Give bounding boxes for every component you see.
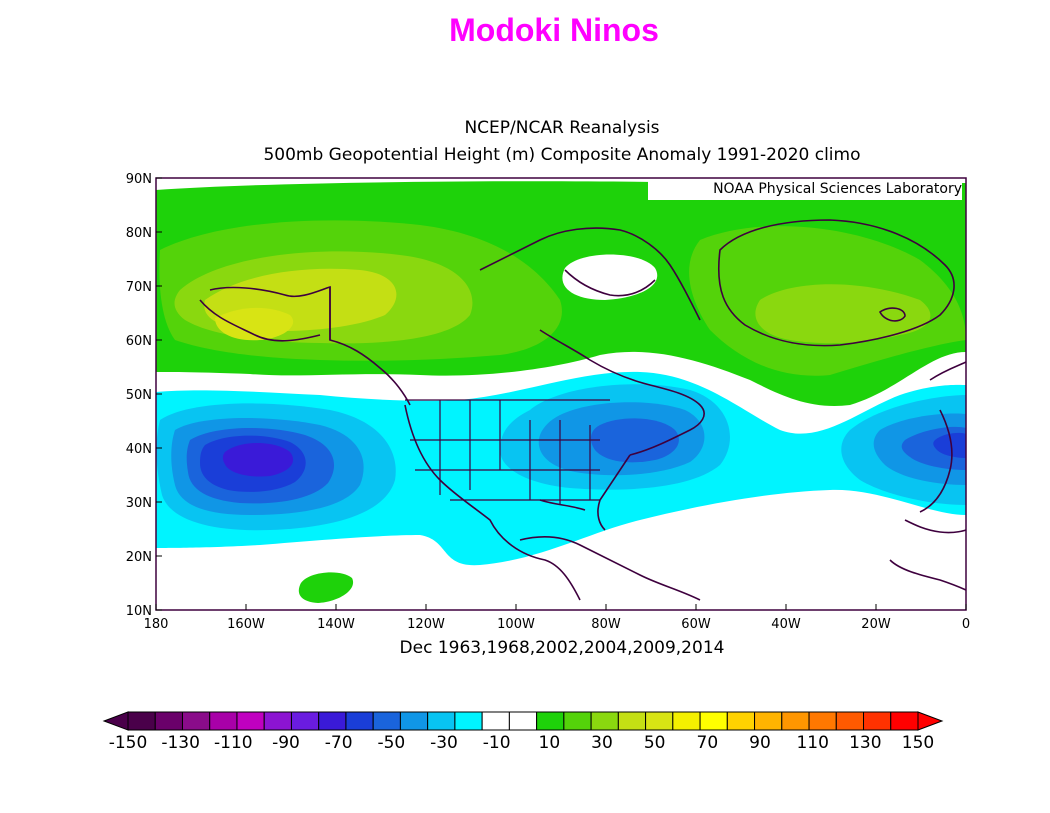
colorbar-swatch	[536, 711, 565, 731]
colorbar-swatch	[672, 711, 701, 731]
subtitle-source: NCEP/NCAR Reanalysis	[464, 118, 660, 138]
coastlines	[199, 219, 966, 601]
colorbar-swatch	[481, 711, 510, 731]
colorbar-swatch	[290, 711, 320, 731]
colorbar-swatch	[645, 711, 674, 731]
y-tick-label: 50N	[126, 388, 152, 403]
x-tick-label: 140W	[317, 617, 355, 632]
x-tick-label: 100W	[497, 617, 535, 632]
credit-label: NOAA Physical Sciences Laboratory	[648, 180, 962, 200]
colorbar-label: -150	[109, 733, 148, 753]
x-tick-label: 120W	[407, 617, 445, 632]
colorbar-left-arrow	[102, 711, 129, 731]
colorbar-swatch	[372, 711, 401, 731]
colorbar-label: 70	[697, 733, 719, 753]
state-borders	[405, 399, 610, 505]
y-tick-label: 90N	[126, 172, 152, 187]
colorbar-label: 90	[749, 733, 771, 753]
colorbar-label: 130	[849, 733, 881, 753]
y-tick-label: 20N	[126, 550, 152, 565]
colorbar-swatch	[181, 711, 211, 731]
anomaly-contours	[156, 181, 966, 603]
colorbar-label: -70	[325, 733, 353, 753]
colorbar-label: 110	[796, 733, 828, 753]
x-tick-label: 0	[962, 617, 970, 632]
y-tick-label: 60N	[126, 334, 152, 349]
y-tick-label: 40N	[126, 442, 152, 457]
y-tick-label: 30N	[126, 496, 152, 511]
colorbar-label: -90	[272, 733, 300, 753]
y-axis: 90N 80N 70N 60N 50N 40N 30N 20N 10N	[126, 172, 162, 619]
colorbar-label: -50	[377, 733, 405, 753]
colorbar-label: 150	[902, 733, 934, 753]
colorbar-swatch	[318, 711, 347, 731]
colorbar-label: -130	[161, 733, 200, 753]
colorbar-label: -10	[483, 733, 511, 753]
x-tick-label: 180	[144, 617, 169, 632]
colorbar-label: 30	[591, 733, 613, 753]
x-tick-label: 80W	[591, 617, 621, 632]
colorbar-swatch	[617, 711, 647, 731]
colorbar-swatch	[508, 711, 538, 731]
colorbar-swatch	[726, 711, 756, 731]
subtitle-variable: 500mb Geopotential Height (m) Composite …	[263, 145, 861, 165]
x-tick-label: 20W	[861, 617, 891, 632]
colorbar-swatch	[454, 711, 483, 731]
x-axis: 180 160W 140W 120W 100W 80W 60W 40W 20W 0	[144, 604, 970, 632]
colorbar-swatch	[590, 711, 619, 731]
colorbar-swatch	[808, 711, 837, 731]
colorbar-swatch	[399, 711, 429, 731]
colorbar-swatch	[263, 711, 292, 731]
colorbar-label: -30	[430, 733, 458, 753]
colorbar: -150 -130 -110 -90 -70 -50 -30 -10 10 30 50 70 90 110…	[102, 711, 944, 753]
x-tick-label: 40W	[771, 617, 801, 632]
colorbar-swatch	[863, 711, 892, 731]
positive-blob-tropics	[298, 572, 354, 603]
colorbar-swatch	[427, 711, 456, 731]
colorbar-swatch	[563, 711, 592, 731]
colorbar-right-arrow	[917, 711, 944, 731]
y-tick-label: 80N	[126, 226, 152, 241]
colorbar-swatch	[345, 711, 374, 731]
x-tick-label: 60W	[681, 617, 711, 632]
colorbar-swatch	[209, 711, 238, 731]
page-title: Modoki Ninos	[449, 12, 659, 48]
colorbar-swatch	[754, 711, 783, 731]
colorbar-swatch	[890, 711, 919, 731]
colorbar-label: -110	[214, 733, 253, 753]
colorbar-swatch	[699, 711, 728, 731]
date-caption: Dec 1963,1968,2002,2004,2009,2014	[399, 638, 725, 658]
colorbar-swatch	[781, 711, 810, 731]
colorbar-swatch	[835, 711, 865, 731]
y-tick-label: 10N	[126, 604, 152, 619]
y-tick-label: 70N	[126, 280, 152, 295]
colorbar-label: 50	[644, 733, 666, 753]
colorbar-swatch	[127, 711, 156, 731]
colorbar-swatch	[236, 711, 265, 731]
colorbar-swatch	[154, 711, 183, 731]
x-tick-label: 160W	[227, 617, 265, 632]
colorbar-label: 10	[539, 733, 561, 753]
